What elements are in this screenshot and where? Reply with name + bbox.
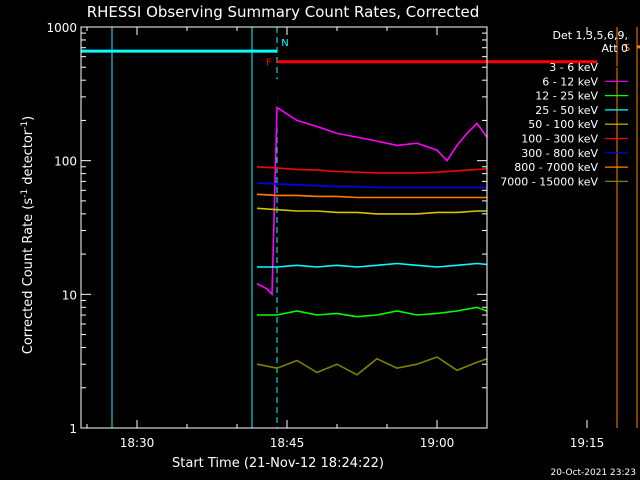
legend-label-2: 12 - 25 keV [535, 90, 598, 103]
series-line-6-0 [256, 182, 487, 189]
legend-label-7: 800 - 7000 keV [514, 161, 598, 174]
series-line-2-0 [257, 306, 487, 318]
legend-label-4: 50 - 100 keV [528, 118, 598, 131]
x-tick-label-3: 19:15 [570, 436, 605, 450]
y-tick-label-1: 10 [62, 288, 77, 302]
y-axis-label: Corrected Count Rate (s-1 detector-1) [20, 116, 36, 354]
legend-label-0: 3 - 6 keV [549, 61, 598, 74]
legend-title-line: Det 1,3,5,6,9, [552, 29, 628, 42]
legend-label-3: 25 - 50 keV [535, 104, 598, 117]
y-tick-label-0: 1 [69, 422, 77, 436]
svg-text:Corrected Count Rate (s-1 dete: Corrected Count Rate (s-1 detector-1) [20, 116, 36, 354]
series-group [256, 78, 487, 388]
plot-frame [80, 26, 488, 429]
y-tick-label-2: 100 [54, 155, 77, 169]
series-line-0-0 [256, 78, 487, 388]
series-line-3-0 [257, 262, 487, 268]
legend-title-line: Att 0 [602, 42, 628, 55]
series-line-1-0 [256, 106, 487, 297]
legend-label-5: 100 - 300 keV [521, 133, 598, 146]
series-line-7-0 [256, 193, 487, 199]
plot-area: NFS18:3018:4519:0019:1519:3019:4520:0011… [46, 21, 640, 450]
x-axis-label: Start Time (21-Nov-12 18:24:22) [172, 456, 384, 471]
series-line-8-0 [256, 356, 487, 376]
x-tick-label-1: 18:45 [270, 436, 305, 450]
y-tick-label-3: 1000 [46, 21, 77, 35]
flag-label-n: N [281, 38, 288, 49]
flag-label-f: F [266, 58, 272, 69]
chart-title: RHESSI Observing Summary Count Rates, Co… [87, 3, 480, 21]
legend-label-1: 6 - 12 keV [542, 75, 598, 88]
x-tick-label-2: 19:00 [420, 436, 455, 450]
x-tick-label-0: 18:30 [120, 436, 155, 450]
series-line-4-0 [256, 207, 487, 215]
legend-label-8: 7000 - 15000 keV [500, 175, 598, 188]
legend-label-6: 300 - 800 keV [521, 147, 598, 160]
footer-timestamp: 20-Oct-2021 23:23 [551, 468, 636, 478]
flag-label-s: S [624, 43, 630, 54]
series-line-5-0 [256, 166, 487, 174]
